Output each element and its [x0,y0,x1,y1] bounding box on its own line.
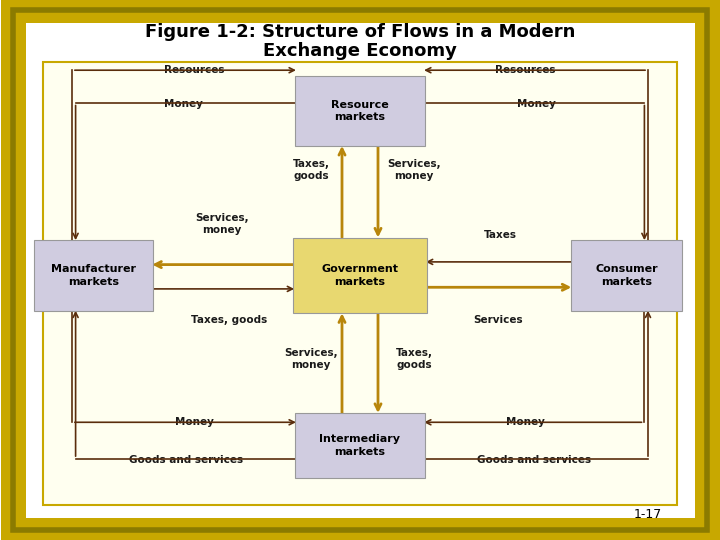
Text: Resource
markets: Resource markets [331,99,389,122]
Text: Services,
money: Services, money [195,213,248,235]
Text: Goods and services: Goods and services [477,455,591,465]
Text: Figure 1-2: Structure of Flows in a Modern: Figure 1-2: Structure of Flows in a Mode… [145,23,575,42]
Text: Goods and services: Goods and services [129,455,243,465]
Text: Exchange Economy: Exchange Economy [263,42,457,60]
Text: Taxes,
goods: Taxes, goods [292,159,330,181]
FancyBboxPatch shape [571,240,683,310]
Text: Consumer
markets: Consumer markets [595,264,657,287]
Text: Services,
money: Services, money [284,348,338,370]
FancyBboxPatch shape [35,240,153,310]
Text: Copyright © 2003 Prentice-Hall, Inc.: Copyright © 2003 Prentice-Hall, Inc. [278,524,442,532]
Text: Government
markets: Government markets [322,264,398,287]
Text: Money: Money [506,417,545,427]
Text: Resources: Resources [164,65,225,75]
Text: Resources: Resources [495,65,556,75]
Text: Taxes,
goods: Taxes, goods [395,348,433,370]
Text: Taxes: Taxes [484,230,517,240]
FancyBboxPatch shape [295,413,425,478]
Text: 1-17: 1-17 [634,508,662,521]
Text: Money: Money [517,99,556,109]
Text: Services: Services [474,315,523,325]
FancyBboxPatch shape [295,76,425,146]
Text: Intermediary
markets: Intermediary markets [320,434,400,457]
FancyBboxPatch shape [294,238,426,313]
Text: Services,
money: Services, money [387,159,441,181]
Text: Manufacturer
markets: Manufacturer markets [51,264,136,287]
Text: Money: Money [175,417,214,427]
Text: Taxes, goods: Taxes, goods [191,315,267,325]
Bar [43,62,677,505]
Text: Money: Money [164,99,203,109]
